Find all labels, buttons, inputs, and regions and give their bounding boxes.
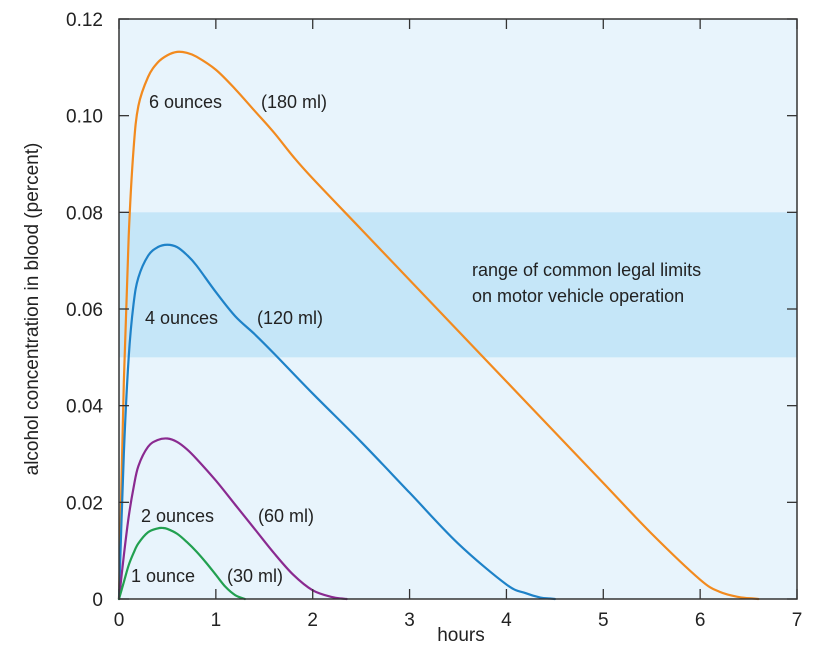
- x-tick-label-4: 4: [501, 610, 512, 631]
- curve-labels-group: 6 ounces (180 ml) 4 ounces (120 ml) 2 ounces…: [131, 92, 327, 586]
- x-axis-ticks: 0 1 2 3 4 5 6 7: [114, 19, 803, 631]
- curve-label-2-ounces: 2 ounces: [141, 506, 214, 526]
- y-tick-label-0.08: 0.08: [66, 203, 103, 224]
- y-axis-ticks: 0 0.02 0.04 0.06 0.08 0.10 0.12: [66, 10, 797, 611]
- x-tick-label-5: 5: [598, 610, 609, 631]
- x-tick-label-0: 0: [114, 610, 125, 631]
- y-tick-label-0.06: 0.06: [66, 300, 103, 321]
- x-tick-label-7: 7: [792, 610, 803, 631]
- y-axis-label: alcohol concentration in blood (percent): [22, 143, 43, 476]
- x-tick-label-3: 3: [404, 610, 415, 631]
- y-tick-label-0.02: 0.02: [66, 493, 103, 514]
- band-label-line-1: range of common legal limits: [472, 260, 701, 280]
- curve-label-6-ounces: 6 ounces: [149, 92, 222, 112]
- curves-group: [117, 50, 760, 601]
- band-label-line-2: on motor vehicle operation: [472, 286, 684, 306]
- series-line-4-ounces: [117, 243, 556, 601]
- legal-limit-band: [119, 212, 797, 358]
- y-tick-label-0.04: 0.04: [66, 397, 103, 418]
- curve-label-4-ounces: 4 ounces: [145, 308, 218, 328]
- x-tick-label-2: 2: [307, 610, 318, 631]
- curve-volume-2-ounces: (60 ml): [258, 506, 314, 526]
- x-tick-label-1: 1: [211, 610, 222, 631]
- curve-volume-6-ounces: (180 ml): [261, 92, 327, 112]
- x-axis-label: hours: [437, 625, 485, 646]
- y-tick-label-0.10: 0.10: [66, 107, 103, 128]
- series-line-6-ounces: [117, 50, 760, 601]
- curve-volume-1-ounce: (30 ml): [227, 566, 283, 586]
- series-line-2-ounces: [117, 437, 348, 601]
- y-tick-label-0: 0: [92, 590, 103, 611]
- curve-label-1-ounce: 1 ounce: [131, 566, 195, 586]
- series-line-1-ounce: [117, 526, 247, 601]
- x-tick-label-6: 6: [695, 610, 706, 631]
- y-tick-label-0.12: 0.12: [66, 10, 103, 31]
- curve-volume-4-ounces: (120 ml): [257, 308, 323, 328]
